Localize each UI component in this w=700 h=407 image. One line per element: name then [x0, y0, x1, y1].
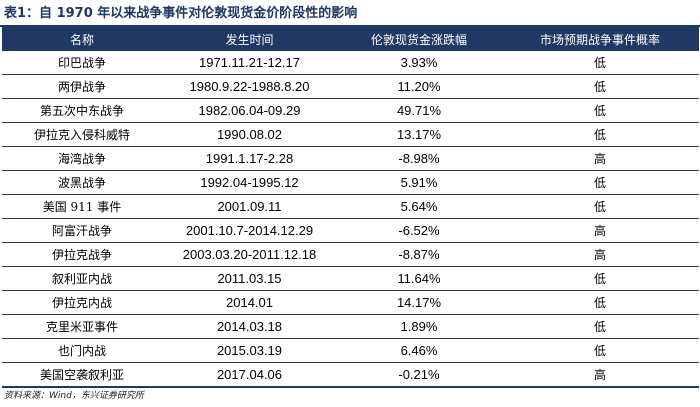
cell-name: 第五次中东战争	[2, 98, 162, 123]
cell-name: 阿富汗战争	[2, 218, 162, 243]
cell-time: 2014.03.18	[162, 314, 337, 339]
cell-name: 伊拉克内战	[2, 290, 162, 315]
table-row: 伊拉克内战 2014.01 14.17% 低	[2, 290, 699, 315]
cell-probability: 高	[501, 218, 699, 243]
cell-time: 1982.06.04-09.29	[162, 98, 337, 123]
cell-name: 伊拉克战争	[2, 242, 162, 267]
cell-probability: 低	[501, 51, 699, 75]
cell-name: 海湾战争	[2, 146, 162, 171]
table-row: 印巴战争 1971.11.21-12.17 3.93% 低	[2, 51, 699, 75]
cell-name: 克里米亚事件	[2, 314, 162, 339]
cell-probability: 高	[501, 146, 699, 171]
cell-change: -6.52%	[337, 218, 501, 243]
table-row: 第五次中东战争 1982.06.04-09.29 49.71% 低	[2, 98, 699, 123]
header-name: 名称	[2, 27, 162, 51]
cell-change: 14.17%	[337, 290, 501, 315]
table-row: 美国 911 事件 2001.09.11 5.64% 低	[2, 194, 699, 219]
cell-change: -8.87%	[337, 242, 501, 267]
cell-change: 6.46%	[337, 338, 501, 363]
cell-time: 2015.03.19	[162, 338, 337, 363]
cell-name: 也门内战	[2, 338, 162, 363]
table-row: 海湾战争 1991.1.17-2.28 -8.98% 高	[2, 146, 699, 171]
caption-rule	[0, 25, 700, 27]
table-row: 美国空袭叙利亚 2017.04.06 -0.21% 高	[2, 362, 699, 388]
table-row: 阿富汗战争 2001.10.7-2014.12.29 -6.52% 高	[2, 218, 699, 243]
cell-change: -8.98%	[337, 146, 501, 171]
header-change: 伦敦现货金涨跌幅	[337, 27, 501, 51]
table-caption: 表1：自 1970 年以来战争事件对伦敦现货金价阶段性的影响	[4, 6, 358, 21]
table-row: 伊拉克入侵科威特 1990.08.02 13.17% 低	[2, 122, 699, 147]
header-probability: 市场预期战争事件概率	[501, 27, 699, 51]
cell-change: 5.91%	[337, 170, 501, 195]
cell-change: 3.93%	[337, 51, 501, 75]
table-row: 伊拉克战争 2003.03.20-2011.12.18 -8.87% 高	[2, 242, 699, 267]
cell-probability: 高	[501, 242, 699, 267]
cell-time: 1971.11.21-12.17	[162, 51, 337, 75]
cell-name: 波黑战争	[2, 170, 162, 195]
header-time: 发生时间	[162, 27, 337, 51]
cell-time: 1990.08.02	[162, 122, 337, 147]
cell-time: 2001.09.11	[162, 194, 337, 219]
cell-change: 49.71%	[337, 98, 501, 123]
table-row: 也门内战 2015.03.19 6.46% 低	[2, 338, 699, 363]
cell-probability: 高	[501, 362, 699, 388]
cell-change: 1.89%	[337, 314, 501, 339]
war-events-table: 名称 发生时间 伦敦现货金涨跌幅 市场预期战争事件概率 印巴战争 1971.11…	[2, 27, 699, 388]
cell-probability: 低	[501, 122, 699, 147]
cell-time: 2011.03.15	[162, 266, 337, 291]
source-note: 资料来源：Wind，东兴证券研究所	[4, 391, 144, 401]
table-row: 克里米亚事件 2014.03.18 1.89% 低	[2, 314, 699, 339]
table-header-row: 名称 发生时间 伦敦现货金涨跌幅 市场预期战争事件概率	[2, 27, 699, 51]
cell-time: 2001.10.7-2014.12.29	[162, 218, 337, 243]
cell-probability: 低	[501, 74, 699, 99]
cell-time: 1992.04-1995.12	[162, 170, 337, 195]
cell-change: 11.64%	[337, 266, 501, 291]
table-row: 波黑战争 1992.04-1995.12 5.91% 低	[2, 170, 699, 195]
cell-name: 美国 911 事件	[2, 194, 162, 219]
cell-probability: 低	[501, 314, 699, 339]
cell-change: -0.21%	[337, 362, 501, 388]
cell-time: 1980.9.22-1988.8.20	[162, 74, 337, 99]
cell-time: 2014.01	[162, 290, 337, 315]
cell-time: 2017.04.06	[162, 362, 337, 388]
table-row: 叙利亚内战 2011.03.15 11.64% 低	[2, 266, 699, 291]
cell-probability: 低	[501, 170, 699, 195]
cell-probability: 低	[501, 290, 699, 315]
cell-name: 印巴战争	[2, 51, 162, 75]
cell-time: 1991.1.17-2.28	[162, 146, 337, 171]
cell-change: 11.20%	[337, 74, 501, 99]
cell-name: 叙利亚内战	[2, 266, 162, 291]
cell-time: 2003.03.20-2011.12.18	[162, 242, 337, 267]
cell-probability: 低	[501, 98, 699, 123]
cell-name: 伊拉克入侵科威特	[2, 122, 162, 147]
cell-name: 美国空袭叙利亚	[2, 362, 162, 388]
cell-name: 两伊战争	[2, 74, 162, 99]
cell-probability: 低	[501, 194, 699, 219]
cell-probability: 低	[501, 338, 699, 363]
cell-probability: 低	[501, 266, 699, 291]
cell-change: 13.17%	[337, 122, 501, 147]
cell-change: 5.64%	[337, 194, 501, 219]
table-row: 两伊战争 1980.9.22-1988.8.20 11.20% 低	[2, 74, 699, 99]
